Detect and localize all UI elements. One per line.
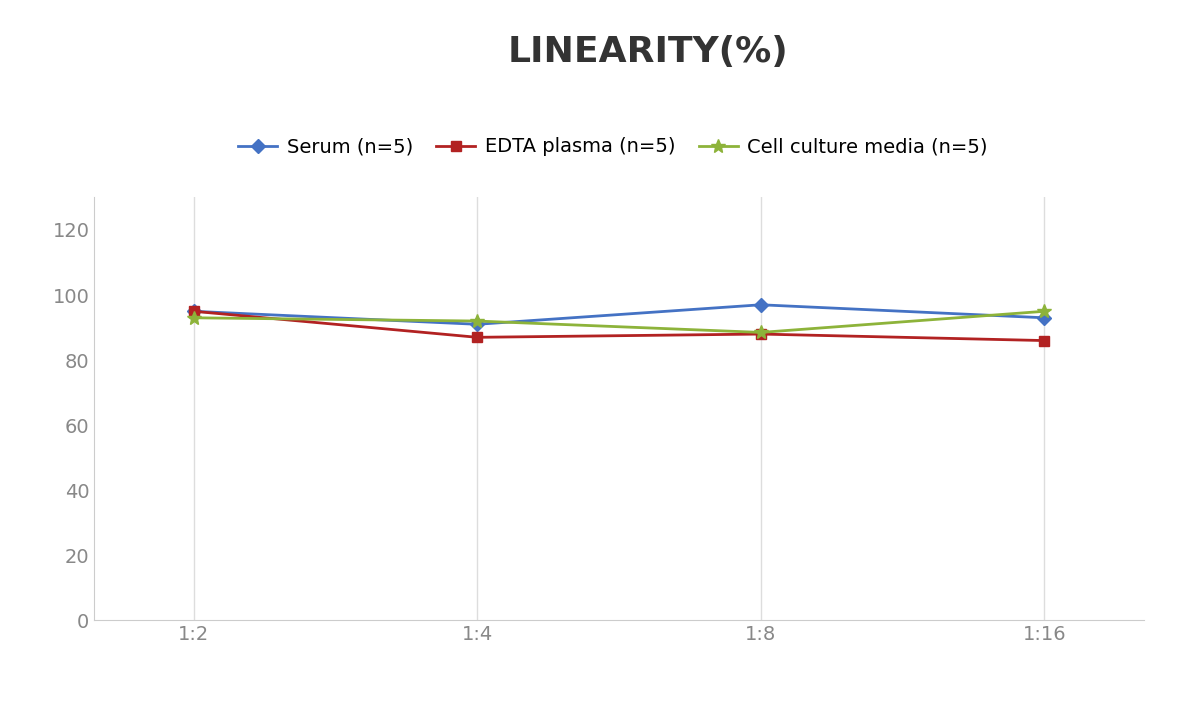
Legend: Serum (n=5), EDTA plasma (n=5), Cell culture media (n=5): Serum (n=5), EDTA plasma (n=5), Cell cul… <box>230 130 996 164</box>
Cell culture media (n=5) <box>470 317 485 325</box>
EDTA plasma (n=5) <box>1038 336 1052 345</box>
Serum (n=5) <box>470 320 485 329</box>
Cell culture media (n=5) <box>1038 307 1052 316</box>
Serum (n=5) <box>753 300 768 309</box>
Text: LINEARITY(%): LINEARITY(%) <box>508 35 789 69</box>
Serum (n=5) <box>186 307 200 316</box>
EDTA plasma (n=5) <box>186 307 200 316</box>
Cell culture media (n=5) <box>186 314 200 322</box>
Line: EDTA plasma (n=5): EDTA plasma (n=5) <box>189 307 1049 345</box>
EDTA plasma (n=5) <box>753 330 768 338</box>
Line: Serum (n=5): Serum (n=5) <box>189 300 1049 329</box>
Serum (n=5) <box>1038 314 1052 322</box>
Cell culture media (n=5) <box>753 329 768 337</box>
Line: Cell culture media (n=5): Cell culture media (n=5) <box>186 305 1052 339</box>
EDTA plasma (n=5) <box>470 333 485 341</box>
